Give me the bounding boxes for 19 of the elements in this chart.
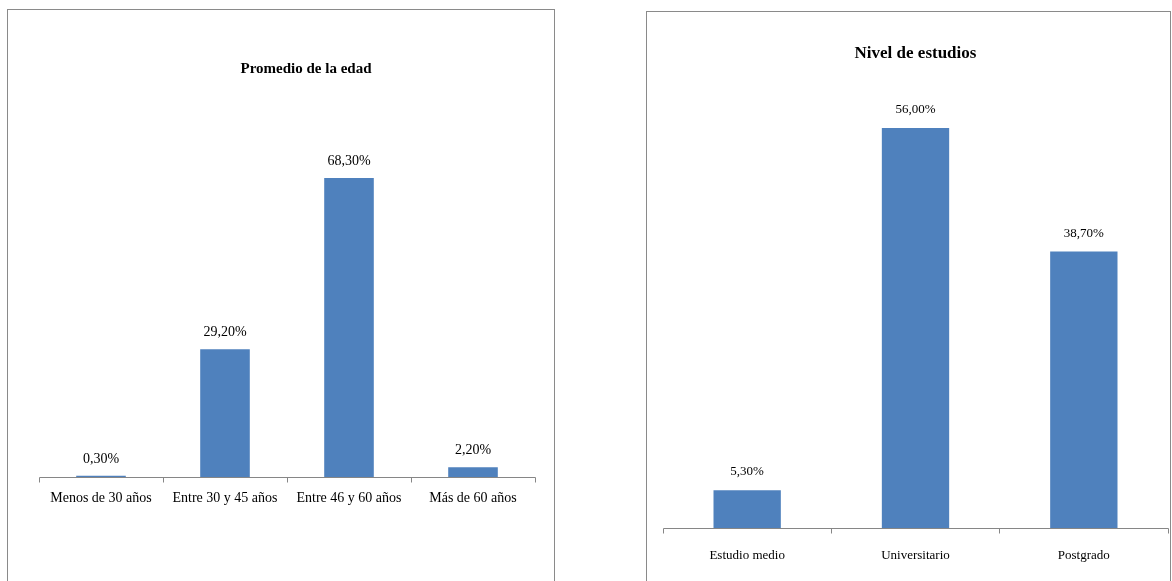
x-tick-label: Menos de 30 años [50,489,152,505]
data-label: 38,70% [1063,224,1105,240]
data-label: 5,30% [730,463,765,479]
x-tick-label: Universitario [881,546,950,562]
data-label: 56,00% [895,100,936,116]
chart-title: Promedio de la edad [240,60,373,76]
bar [448,467,498,477]
x-tick-label: Estudio medio [709,546,785,562]
x-tick-label: Postgrado [1057,546,1110,562]
data-label: 0,30% [82,450,120,466]
bar [200,349,250,477]
data-label: 29,20% [203,324,247,340]
bar [324,178,374,477]
x-tick-label: Entre 30 y 45 años [172,489,278,505]
x-tick-label: Más de 60 años [429,489,517,505]
data-label: 68,30% [327,153,371,169]
data-label: 2,20% [454,442,492,458]
x-tick-label: Entre 46 y 60 años [296,489,402,505]
chart-title: Nivel de estudios [854,43,977,62]
